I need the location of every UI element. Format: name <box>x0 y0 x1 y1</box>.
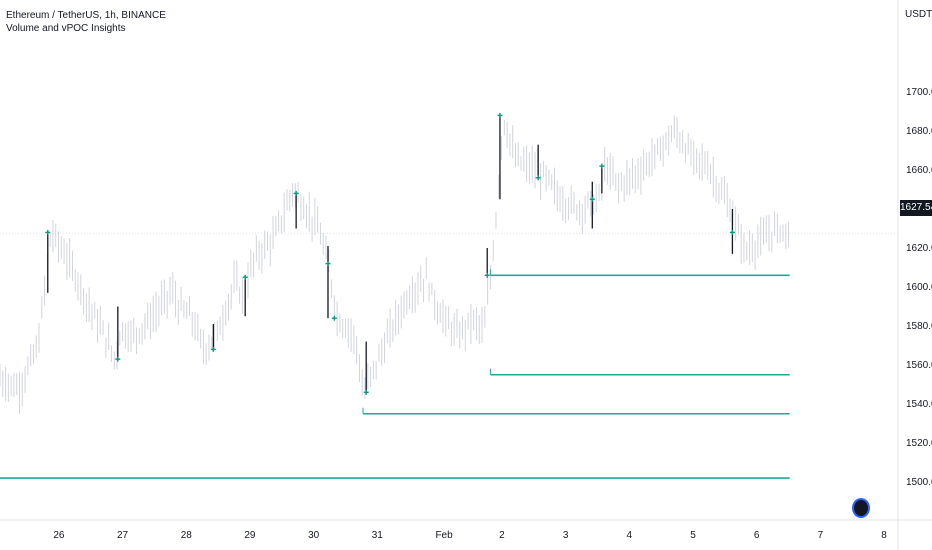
x-tick-label: 4 <box>627 530 633 541</box>
symbol-title[interactable]: Ethereum / TetherUS, 1h, BINANCE <box>6 10 166 21</box>
x-tick-label: 7 <box>818 530 824 541</box>
y-tick-label: 1700.00 <box>906 87 932 98</box>
indicator-title[interactable]: Volume and vPOC Insights <box>6 23 126 34</box>
x-tick-label: 5 <box>690 530 696 541</box>
y-tick-label: 1540.00 <box>906 399 932 410</box>
y-tick-label: 1620.00 <box>906 243 932 254</box>
x-tick-label: Feb <box>435 530 453 541</box>
x-tick-label: 8 <box>881 530 887 541</box>
y-tick-label: 1660.00 <box>906 165 932 176</box>
y-tick-label: 1560.00 <box>906 360 932 371</box>
x-tick-label: 29 <box>244 530 256 541</box>
x-tick-label: 6 <box>754 530 760 541</box>
x-tick-label: 31 <box>372 530 384 541</box>
x-tick-label: 28 <box>181 530 193 541</box>
y-tick-label: 1600.00 <box>906 282 932 293</box>
x-tick-label: 26 <box>53 530 65 541</box>
y-tick-label: 1500.00 <box>906 477 932 488</box>
y-tick-label: 1680.00 <box>906 126 932 137</box>
y-tick-label: 1580.00 <box>906 321 932 332</box>
chart-legend: Ethereum / TetherUS, 1h, BINANCE Volume … <box>6 9 166 35</box>
y-tick-label: 1520.00 <box>906 438 932 449</box>
x-tick-label: 3 <box>563 530 569 541</box>
tradingview-logo-icon[interactable] <box>852 498 870 518</box>
price-unit: USDT <box>905 9 932 20</box>
x-tick-label: 27 <box>117 530 129 541</box>
x-tick-label: 30 <box>308 530 320 541</box>
x-tick-label: 2 <box>499 530 505 541</box>
last-price-label: 1627.54 <box>900 200 932 216</box>
